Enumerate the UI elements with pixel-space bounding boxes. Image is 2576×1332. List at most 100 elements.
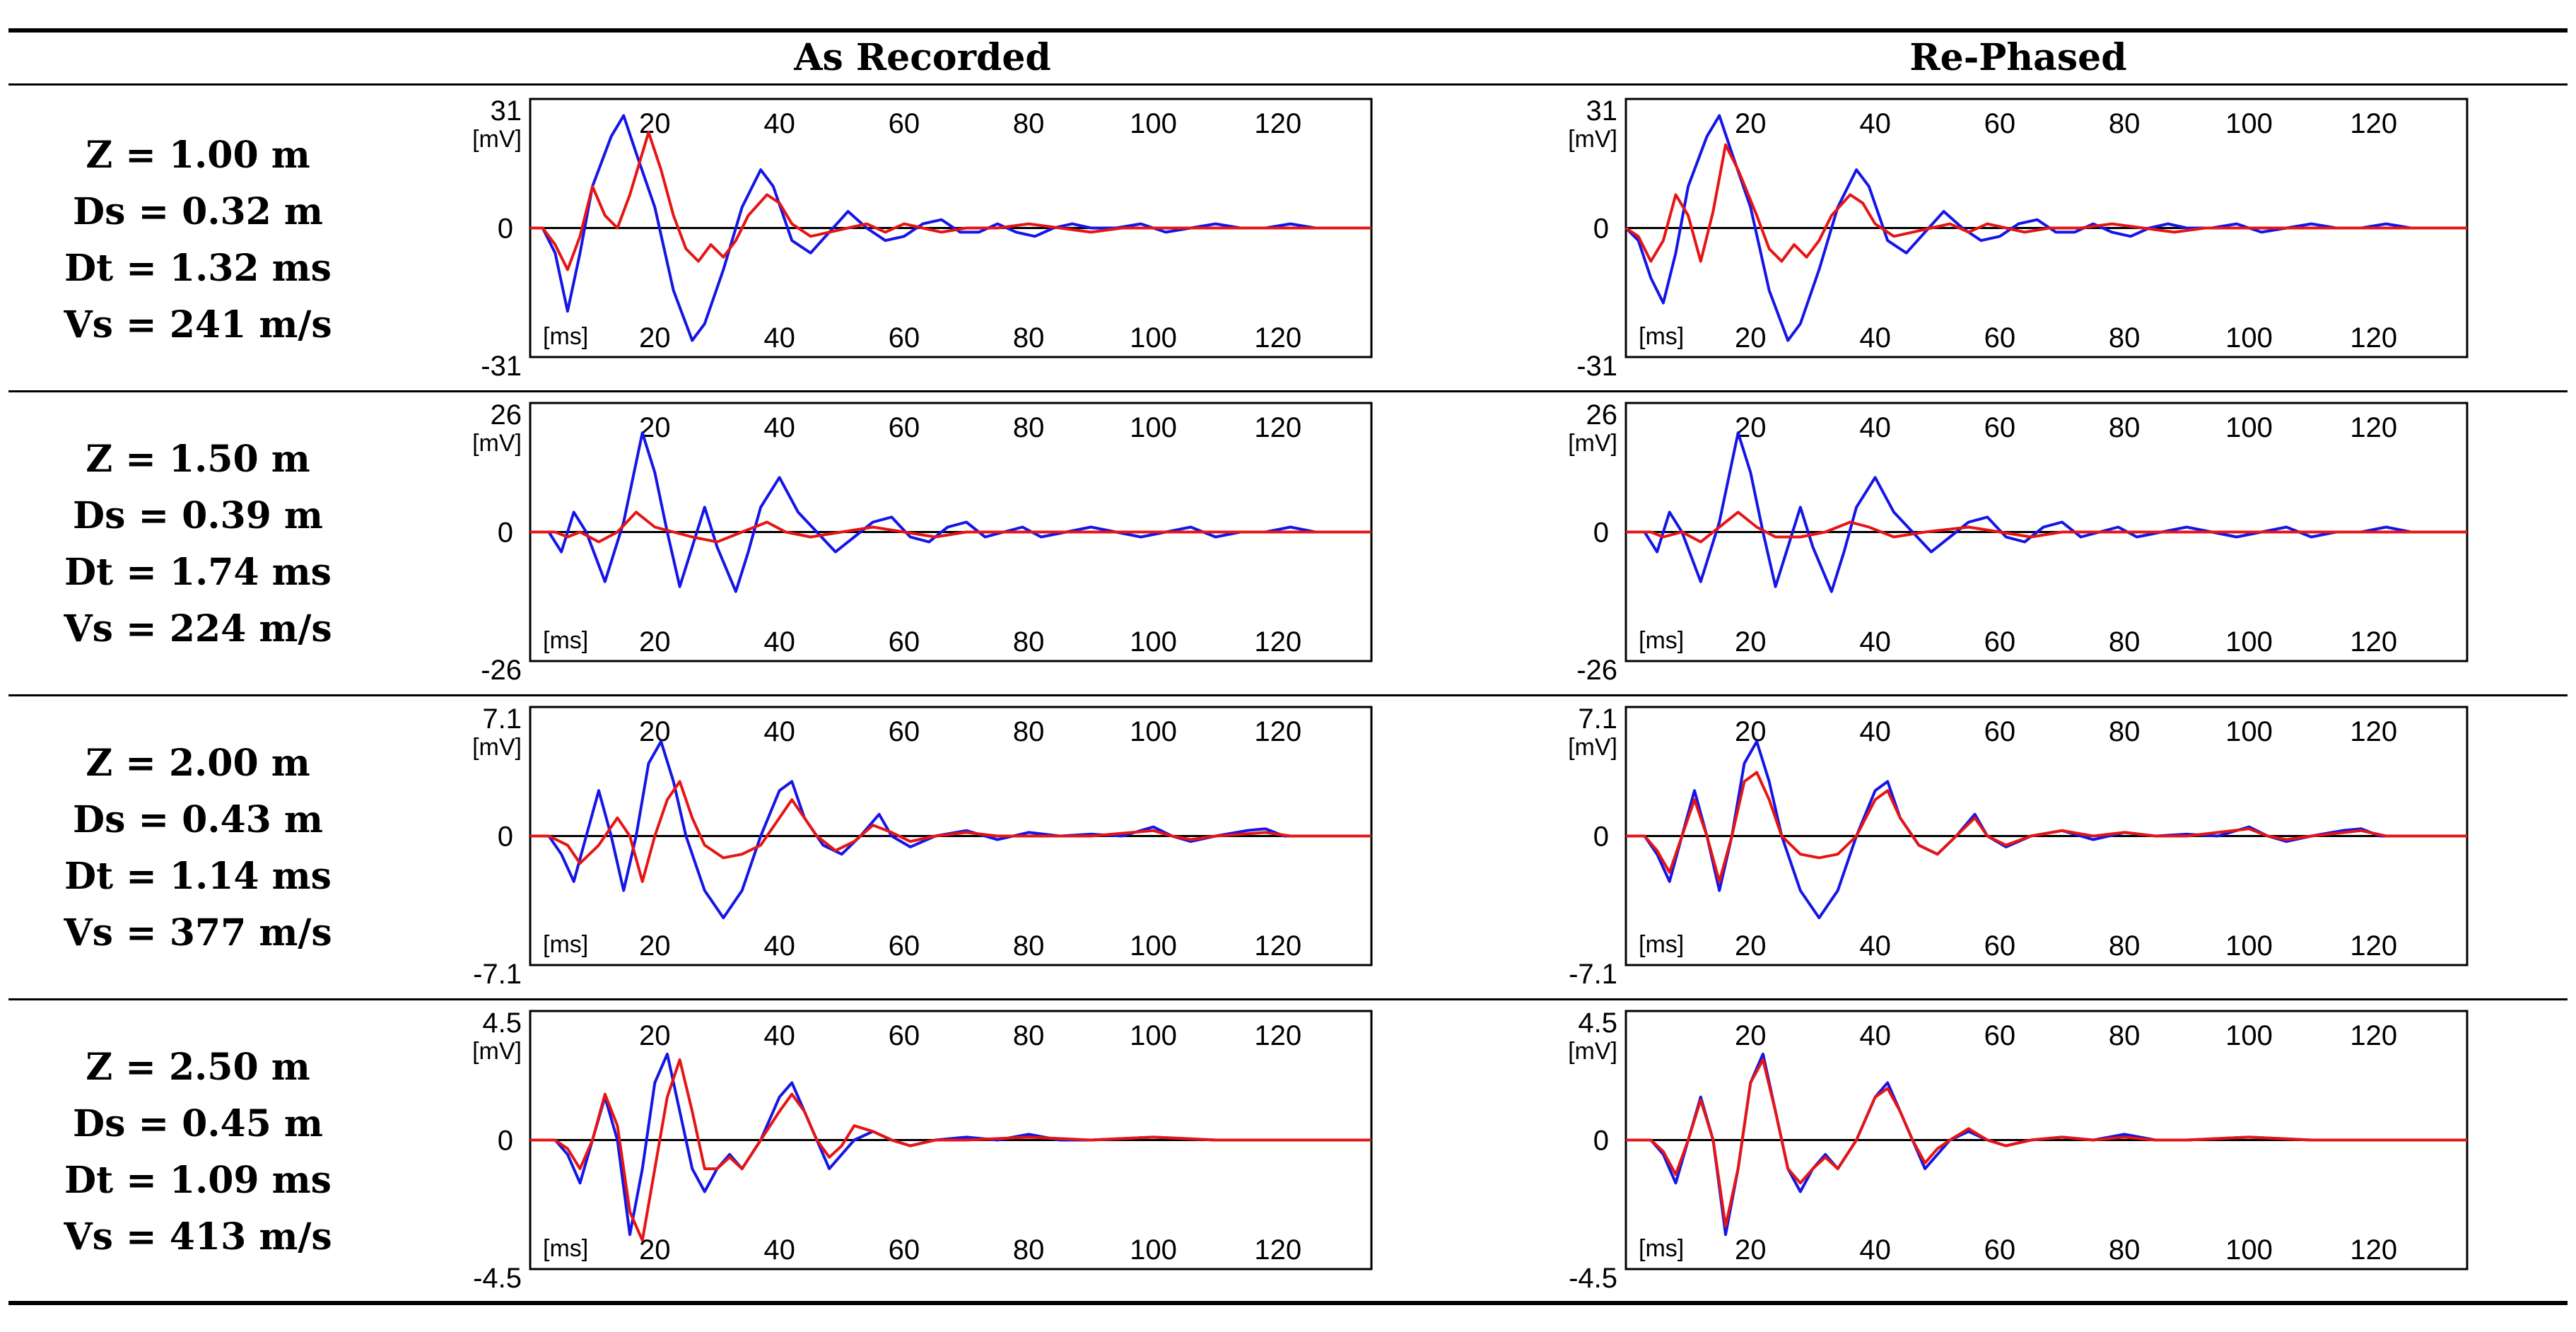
y-zero-label: 0	[498, 1126, 513, 1157]
x-tick-label-bottom: 120	[2350, 1234, 2397, 1266]
x-tick-label-bottom: 120	[1254, 626, 1301, 658]
y-min-label: -26	[481, 655, 522, 686]
x-tick-label-top: 40	[1859, 412, 1891, 443]
x-tick-label-bottom: 40	[763, 1234, 795, 1266]
param-dt: Dt = 1.14 ms	[64, 855, 332, 898]
x-tick-label-bottom: 120	[1254, 1234, 1301, 1266]
y-zero-label: 0	[1593, 518, 1609, 549]
x-tick-label-bottom: 60	[1984, 626, 2016, 658]
y-min-label: -7.1	[473, 959, 522, 990]
y-zero-label: 0	[1593, 214, 1609, 245]
x-tick-label-bottom: 80	[1013, 322, 1045, 354]
y-unit-label: [mV]	[472, 734, 522, 761]
param-vs: Vs = 377 m/s	[64, 911, 332, 954]
x-tick-label-bottom: 60	[1984, 1234, 2016, 1266]
x-tick-label-top: 120	[2350, 716, 2397, 747]
y-zero-label: 0	[498, 822, 513, 853]
x-tick-label-top: 40	[763, 716, 795, 747]
x-tick-label-top: 40	[763, 108, 795, 139]
x-tick-label-bottom: 120	[2350, 322, 2397, 354]
x-tick-label-top: 80	[1013, 412, 1045, 443]
param-ds: Ds = 0.43 m	[73, 798, 323, 841]
x-tick-label-bottom: 40	[1859, 1234, 1891, 1266]
table-bottom-rule	[8, 1301, 2568, 1305]
x-unit-label: [ms]	[1639, 627, 1684, 654]
x-tick-label-bottom: 80	[2109, 626, 2141, 658]
y-zero-label: 0	[498, 518, 513, 549]
x-unit-label: [ms]	[1639, 1235, 1684, 1262]
x-tick-label-top: 20	[639, 716, 671, 747]
x-tick-label-top: 100	[2225, 716, 2273, 747]
x-tick-label-top: 20	[639, 1020, 671, 1051]
x-tick-label-bottom: 80	[2109, 322, 2141, 354]
x-tick-label-top: 100	[1130, 412, 1177, 443]
y-min-label: -4.5	[1569, 1263, 1617, 1294]
x-tick-label-bottom: 100	[1130, 1234, 1177, 1266]
x-tick-label-bottom: 100	[1130, 626, 1177, 658]
x-tick-label-top: 80	[2109, 716, 2141, 747]
x-tick-label-top: 100	[1130, 716, 1177, 747]
blue-trace	[530, 1052, 1371, 1237]
x-tick-label-top: 60	[1984, 716, 2016, 747]
x-tick-label-bottom: 40	[763, 322, 795, 354]
x-tick-label-bottom: 60	[889, 930, 920, 962]
y-max-label: 4.5	[482, 1007, 522, 1039]
red-trace	[1624, 143, 2467, 263]
red-trace	[1626, 1058, 2467, 1228]
param-ds: Ds = 0.39 m	[73, 494, 323, 537]
param-depth: Z = 1.50 m	[86, 438, 310, 481]
y-min-label: -26	[1576, 655, 1617, 686]
x-tick-label-bottom: 60	[889, 322, 920, 354]
blue-trace	[530, 114, 1371, 342]
y-unit-label: [mV]	[472, 1038, 522, 1065]
x-tick-label-top: 20	[1735, 1020, 1767, 1051]
red-trace	[530, 131, 1371, 271]
x-tick-label-top: 100	[1130, 108, 1177, 139]
param-vs: Vs = 224 m/s	[64, 607, 332, 650]
y-unit-label: [mV]	[1568, 1038, 1617, 1065]
x-tick-label-bottom: 60	[1984, 322, 2016, 354]
x-tick-label-bottom: 100	[1130, 930, 1177, 962]
x-tick-label-top: 120	[1254, 412, 1301, 443]
y-min-label: -31	[1576, 351, 1617, 382]
param-depth: Z = 2.50 m	[86, 1046, 310, 1089]
y-min-label: -4.5	[473, 1263, 522, 1294]
x-tick-label-top: 120	[1254, 108, 1301, 139]
row-params-2: Z = 1.50 m Ds = 0.39 m Dt = 1.74 ms Vs =…	[49, 431, 346, 658]
row-rule-3	[8, 998, 2568, 1000]
waveform-plot-r2-as-recorded: 2020404060608080100100120120[ms]26[mV]0-…	[472, 399, 1373, 686]
x-tick-label-bottom: 100	[1130, 322, 1177, 354]
x-tick-label-top: 60	[1984, 412, 2016, 443]
param-dt: Dt = 1.74 ms	[64, 551, 332, 594]
x-tick-label-bottom: 120	[1254, 930, 1301, 962]
param-dt: Dt = 1.32 ms	[64, 247, 332, 290]
x-tick-label-bottom: 120	[1254, 322, 1301, 354]
x-tick-label-top: 120	[2350, 412, 2397, 443]
x-tick-label-bottom: 40	[763, 626, 795, 658]
param-vs: Vs = 413 m/s	[64, 1215, 332, 1258]
waveform-plot-r4-re-phased: 20 20 40 40 60 60 80 80 100 100 120 120 [ms] 4.5[mV] 0…	[1568, 1007, 2469, 1294]
x-tick-label-top: 60	[1984, 108, 2016, 139]
x-tick-label-top: 120	[1254, 1020, 1301, 1051]
x-tick-label-top: 20	[1735, 108, 1767, 139]
x-tick-label-bottom: 20	[639, 930, 671, 962]
x-tick-label-bottom: 100	[2225, 930, 2273, 962]
y-max-label: 31	[491, 95, 522, 127]
y-max-label: 26	[491, 399, 522, 431]
x-tick-label-bottom: 20	[639, 1234, 671, 1266]
x-tick-label-bottom: 60	[889, 626, 920, 658]
y-min-label: -31	[481, 351, 522, 382]
row-rule-2	[8, 694, 2568, 696]
x-tick-label-top: 80	[2109, 412, 2141, 443]
row-rule-1	[8, 390, 2568, 392]
x-tick-label-bottom: 80	[2109, 1234, 2141, 1266]
y-unit-label: [mV]	[472, 430, 522, 457]
x-tick-label-bottom: 20	[1735, 626, 1767, 658]
x-tick-label-top: 20	[1735, 716, 1767, 747]
x-unit-label: [ms]	[543, 627, 588, 654]
x-tick-label-top: 60	[889, 1020, 920, 1051]
x-tick-label-top: 80	[2109, 1020, 2141, 1051]
x-tick-label-top: 60	[1984, 1020, 2016, 1051]
x-unit-label: [ms]	[543, 1235, 588, 1262]
row-params-3: Z = 2.00 m Ds = 0.43 m Dt = 1.14 ms Vs =…	[49, 735, 346, 962]
